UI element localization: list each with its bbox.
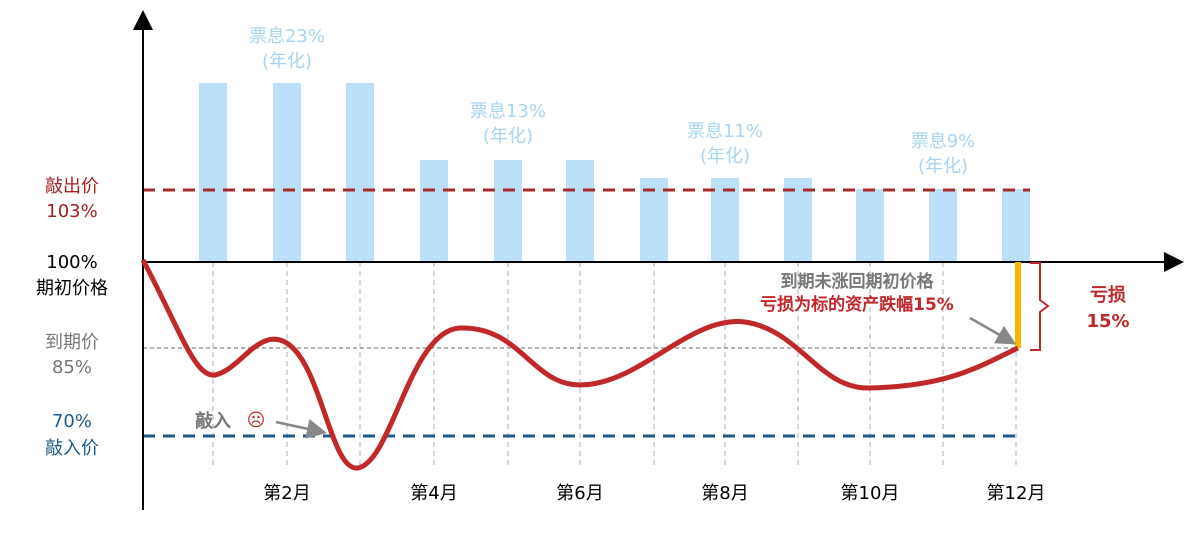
price-curve [140, 258, 1020, 471]
loss-value: 15% [1086, 311, 1129, 332]
initial-value: 100% [46, 252, 97, 273]
month-labels: 第2月 第4月 第6月 第8月 第10月 第12月 [263, 483, 1045, 504]
loss-label: 亏损 [1090, 284, 1126, 306]
coupon-bar [273, 83, 301, 262]
maturity-note: 到期未涨回期初价格 [781, 271, 935, 292]
knock-in-icon: ☹ [247, 410, 266, 431]
maturity-value: 85% [52, 357, 92, 378]
grid-lines [212, 262, 1017, 466]
coupon-bar [566, 160, 594, 262]
coupon-bars [199, 83, 1030, 262]
month-label: 第12月 [987, 483, 1046, 504]
initial-label: 期初价格 [36, 278, 108, 299]
coupon-bar [784, 178, 812, 262]
coupon-bar [199, 83, 227, 262]
coupon-bar [640, 178, 668, 262]
coupon-bar [346, 83, 374, 262]
knock-in-label: 敲入价 [45, 438, 99, 459]
month-label: 第10月 [841, 483, 900, 504]
maturity-label: 到期价 [45, 332, 99, 353]
coupon-label: 票息11% [687, 121, 763, 142]
coupon-bar [711, 178, 739, 262]
maturity-arrow [969, 316, 1017, 345]
month-label: 第2月 [263, 483, 310, 504]
coupon-bar [929, 189, 957, 262]
coupon-bar [856, 189, 884, 262]
coupon-label: 票息23% [249, 26, 325, 47]
month-label: 第4月 [410, 483, 457, 504]
coupon-note: (年化) [262, 51, 312, 72]
loss-bar [1015, 262, 1021, 348]
coupon-bar [1002, 189, 1030, 262]
coupon-label: 票息13% [470, 101, 546, 122]
knock-in-arrow [275, 419, 327, 439]
knock-in-event: 敲入 [195, 410, 231, 432]
coupon-label: 票息9% [911, 131, 976, 152]
knock-in-value: 70% [52, 411, 92, 432]
loss-note: 亏损为标的资产跌幅15% [760, 294, 954, 315]
knock-out-label: 敲出价 [45, 176, 99, 197]
month-label: 第8月 [701, 483, 748, 504]
coupon-note: (年化) [700, 146, 750, 167]
loss-bracket [1030, 262, 1050, 351]
knock-out-value: 103% [46, 201, 97, 222]
coupon-note: (年化) [483, 126, 533, 147]
coupon-note: (年化) [918, 156, 968, 177]
month-label: 第6月 [556, 483, 603, 504]
coupon-bar [494, 160, 522, 262]
coupon-bar [420, 160, 448, 262]
